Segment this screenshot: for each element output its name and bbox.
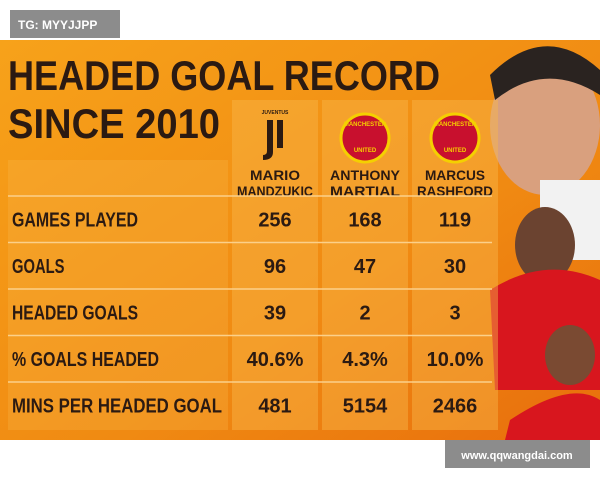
club-crest <box>339 112 391 164</box>
cell-value: 96 <box>264 256 286 278</box>
cell-value: 5154 <box>343 395 388 417</box>
cell-value: 2 <box>359 302 370 324</box>
row-label: MINS PER HEADED GOAL <box>12 395 222 417</box>
row-label: % GOALS HEADED <box>12 349 159 371</box>
club-name: UNITED <box>354 148 377 154</box>
source: www.qqwangdai.com <box>460 450 573 462</box>
club-name: UNITED <box>444 148 467 154</box>
source-box <box>445 440 590 468</box>
player-name: MARCUS <box>425 167 485 183</box>
player-photos <box>490 46 600 440</box>
column-bg <box>232 100 318 430</box>
player-name: MARTIAL <box>330 183 400 199</box>
watermark-box <box>10 10 120 38</box>
club-logo <box>263 120 283 160</box>
row-label: GOALS <box>12 256 65 278</box>
cell-value: 30 <box>444 256 466 278</box>
club-crest <box>429 112 481 164</box>
cell-value: 168 <box>348 209 381 231</box>
player-name: ANTHONY <box>330 167 401 183</box>
cell-value: 3 <box>449 302 460 324</box>
title: SINCE 2010 <box>8 100 220 147</box>
club-name: MANCHESTER <box>434 122 477 128</box>
cell-value: 39 <box>264 302 286 324</box>
label-bg <box>8 160 228 430</box>
player-name: MARIO <box>250 167 300 183</box>
player-name: RASHFORD <box>417 183 493 199</box>
cell-value: 119 <box>439 209 471 231</box>
club-name: JUVENTUS <box>262 110 289 116</box>
player-name: MANDZUKIC <box>237 183 313 199</box>
cell-value: 4.3% <box>342 349 388 371</box>
cell-value: 256 <box>258 209 291 231</box>
row-label: GAMES PLAYED <box>12 209 138 231</box>
title: HEADED GOAL RECORD <box>8 52 440 99</box>
row-label: HEADED GOALS <box>12 302 138 324</box>
watermark: TG: MYYJJPP <box>18 18 97 32</box>
cell-value: 10.0% <box>427 349 484 371</box>
cell-value: 481 <box>258 395 291 417</box>
club-name: MANCHESTER <box>344 122 387 128</box>
cell-value: 40.6% <box>247 349 304 371</box>
cell-value: 47 <box>354 256 376 278</box>
cell-value: 2466 <box>433 395 478 417</box>
